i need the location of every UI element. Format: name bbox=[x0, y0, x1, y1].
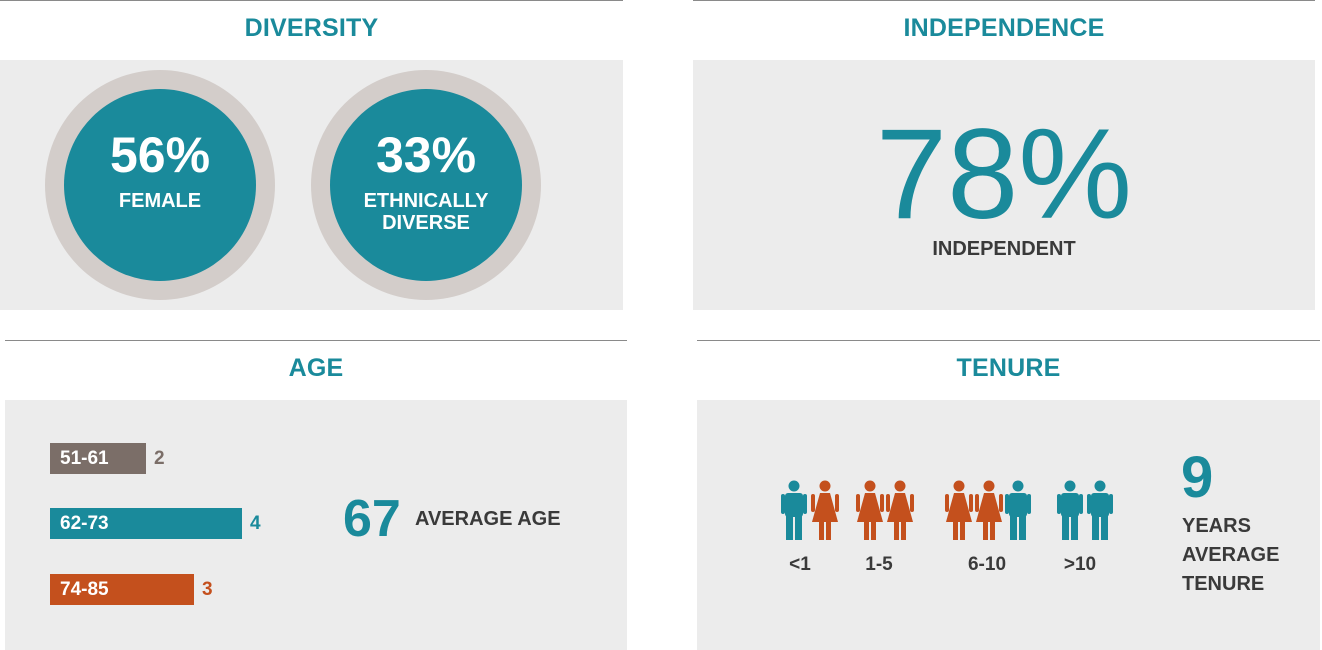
ethnic-percentage: 33% bbox=[375, 127, 477, 183]
age-bar-51-61: 51-61 bbox=[50, 443, 146, 474]
independence-divider bbox=[693, 0, 1315, 1]
female-figure-icon bbox=[886, 480, 914, 545]
age-divider bbox=[5, 340, 627, 341]
independence-label: INDEPENDENT bbox=[932, 238, 1076, 260]
diversity-panel: 56% FEMALE 33% ETHNICALLY DIVERSE bbox=[0, 60, 623, 310]
age-bar-label: 74-85 bbox=[60, 579, 109, 600]
tenure-title: TENURE bbox=[956, 354, 1061, 382]
female-percentage: 56% bbox=[109, 127, 211, 183]
average-age-label: AVERAGE AGE bbox=[415, 508, 561, 530]
diversity-divider bbox=[0, 0, 623, 1]
tenure-group-label: >10 bbox=[1063, 554, 1097, 575]
tenure-group-label: 6-10 bbox=[967, 554, 1007, 575]
female-ring: 56% FEMALE bbox=[45, 70, 275, 300]
average-tenure-label: YEARS AVERAGE TENURE bbox=[1182, 512, 1279, 599]
female-figure-icon bbox=[945, 480, 973, 545]
independence-title: INDEPENDENCE bbox=[903, 14, 1105, 42]
tenure-group-label: 1-5 bbox=[865, 554, 893, 575]
age-panel: 51-61 2 62-73 4 74-85 3 67 AVERAGE AGE bbox=[5, 400, 627, 650]
tenure-group-label: <1 bbox=[789, 554, 811, 575]
female-figure-icon bbox=[811, 480, 839, 545]
independence-percentage: 78% bbox=[875, 103, 1133, 246]
female-disc: 56% FEMALE bbox=[64, 89, 256, 281]
age-bar-62-73: 62-73 bbox=[50, 508, 242, 539]
average-tenure-line3: TENURE bbox=[1182, 573, 1265, 595]
male-figure-icon bbox=[1005, 480, 1031, 545]
age-title: AGE bbox=[288, 354, 344, 382]
age-bar-value: 4 bbox=[250, 513, 261, 534]
independence-panel: 78% INDEPENDENT bbox=[693, 60, 1315, 310]
male-figure-icon bbox=[1057, 480, 1083, 545]
ethnic-ring: 33% ETHNICALLY DIVERSE bbox=[311, 70, 541, 300]
female-figure-icon bbox=[975, 480, 1003, 545]
tenure-divider bbox=[697, 340, 1320, 341]
age-bar-label: 51-61 bbox=[60, 448, 109, 469]
ethnic-label-line2: DIVERSE bbox=[382, 212, 470, 234]
average-tenure-number: 9 bbox=[1181, 445, 1214, 510]
diversity-title: DIVERSITY bbox=[244, 14, 379, 42]
tenure-panel: <1 1-5 6-10 >10 9 YEARS AVERAGE TENURE bbox=[697, 400, 1320, 650]
average-tenure-line2: AVERAGE bbox=[1182, 544, 1280, 566]
age-bar-value: 3 bbox=[202, 579, 213, 600]
ethnic-label: ETHNICALLY DIVERSE bbox=[330, 190, 522, 234]
ethnic-label-line1: ETHNICALLY bbox=[363, 190, 489, 212]
male-figure-icon bbox=[781, 480, 807, 545]
age-bar-74-85: 74-85 bbox=[50, 574, 194, 605]
age-bar-label: 62-73 bbox=[60, 513, 109, 534]
female-figure-icon bbox=[856, 480, 884, 545]
ethnic-disc: 33% ETHNICALLY DIVERSE bbox=[330, 89, 522, 281]
female-label: FEMALE bbox=[118, 190, 202, 212]
average-age-number: 67 bbox=[343, 490, 401, 548]
age-bar-value: 2 bbox=[154, 448, 165, 469]
average-tenure-line1: YEARS bbox=[1182, 515, 1251, 537]
male-figure-icon bbox=[1087, 480, 1113, 545]
